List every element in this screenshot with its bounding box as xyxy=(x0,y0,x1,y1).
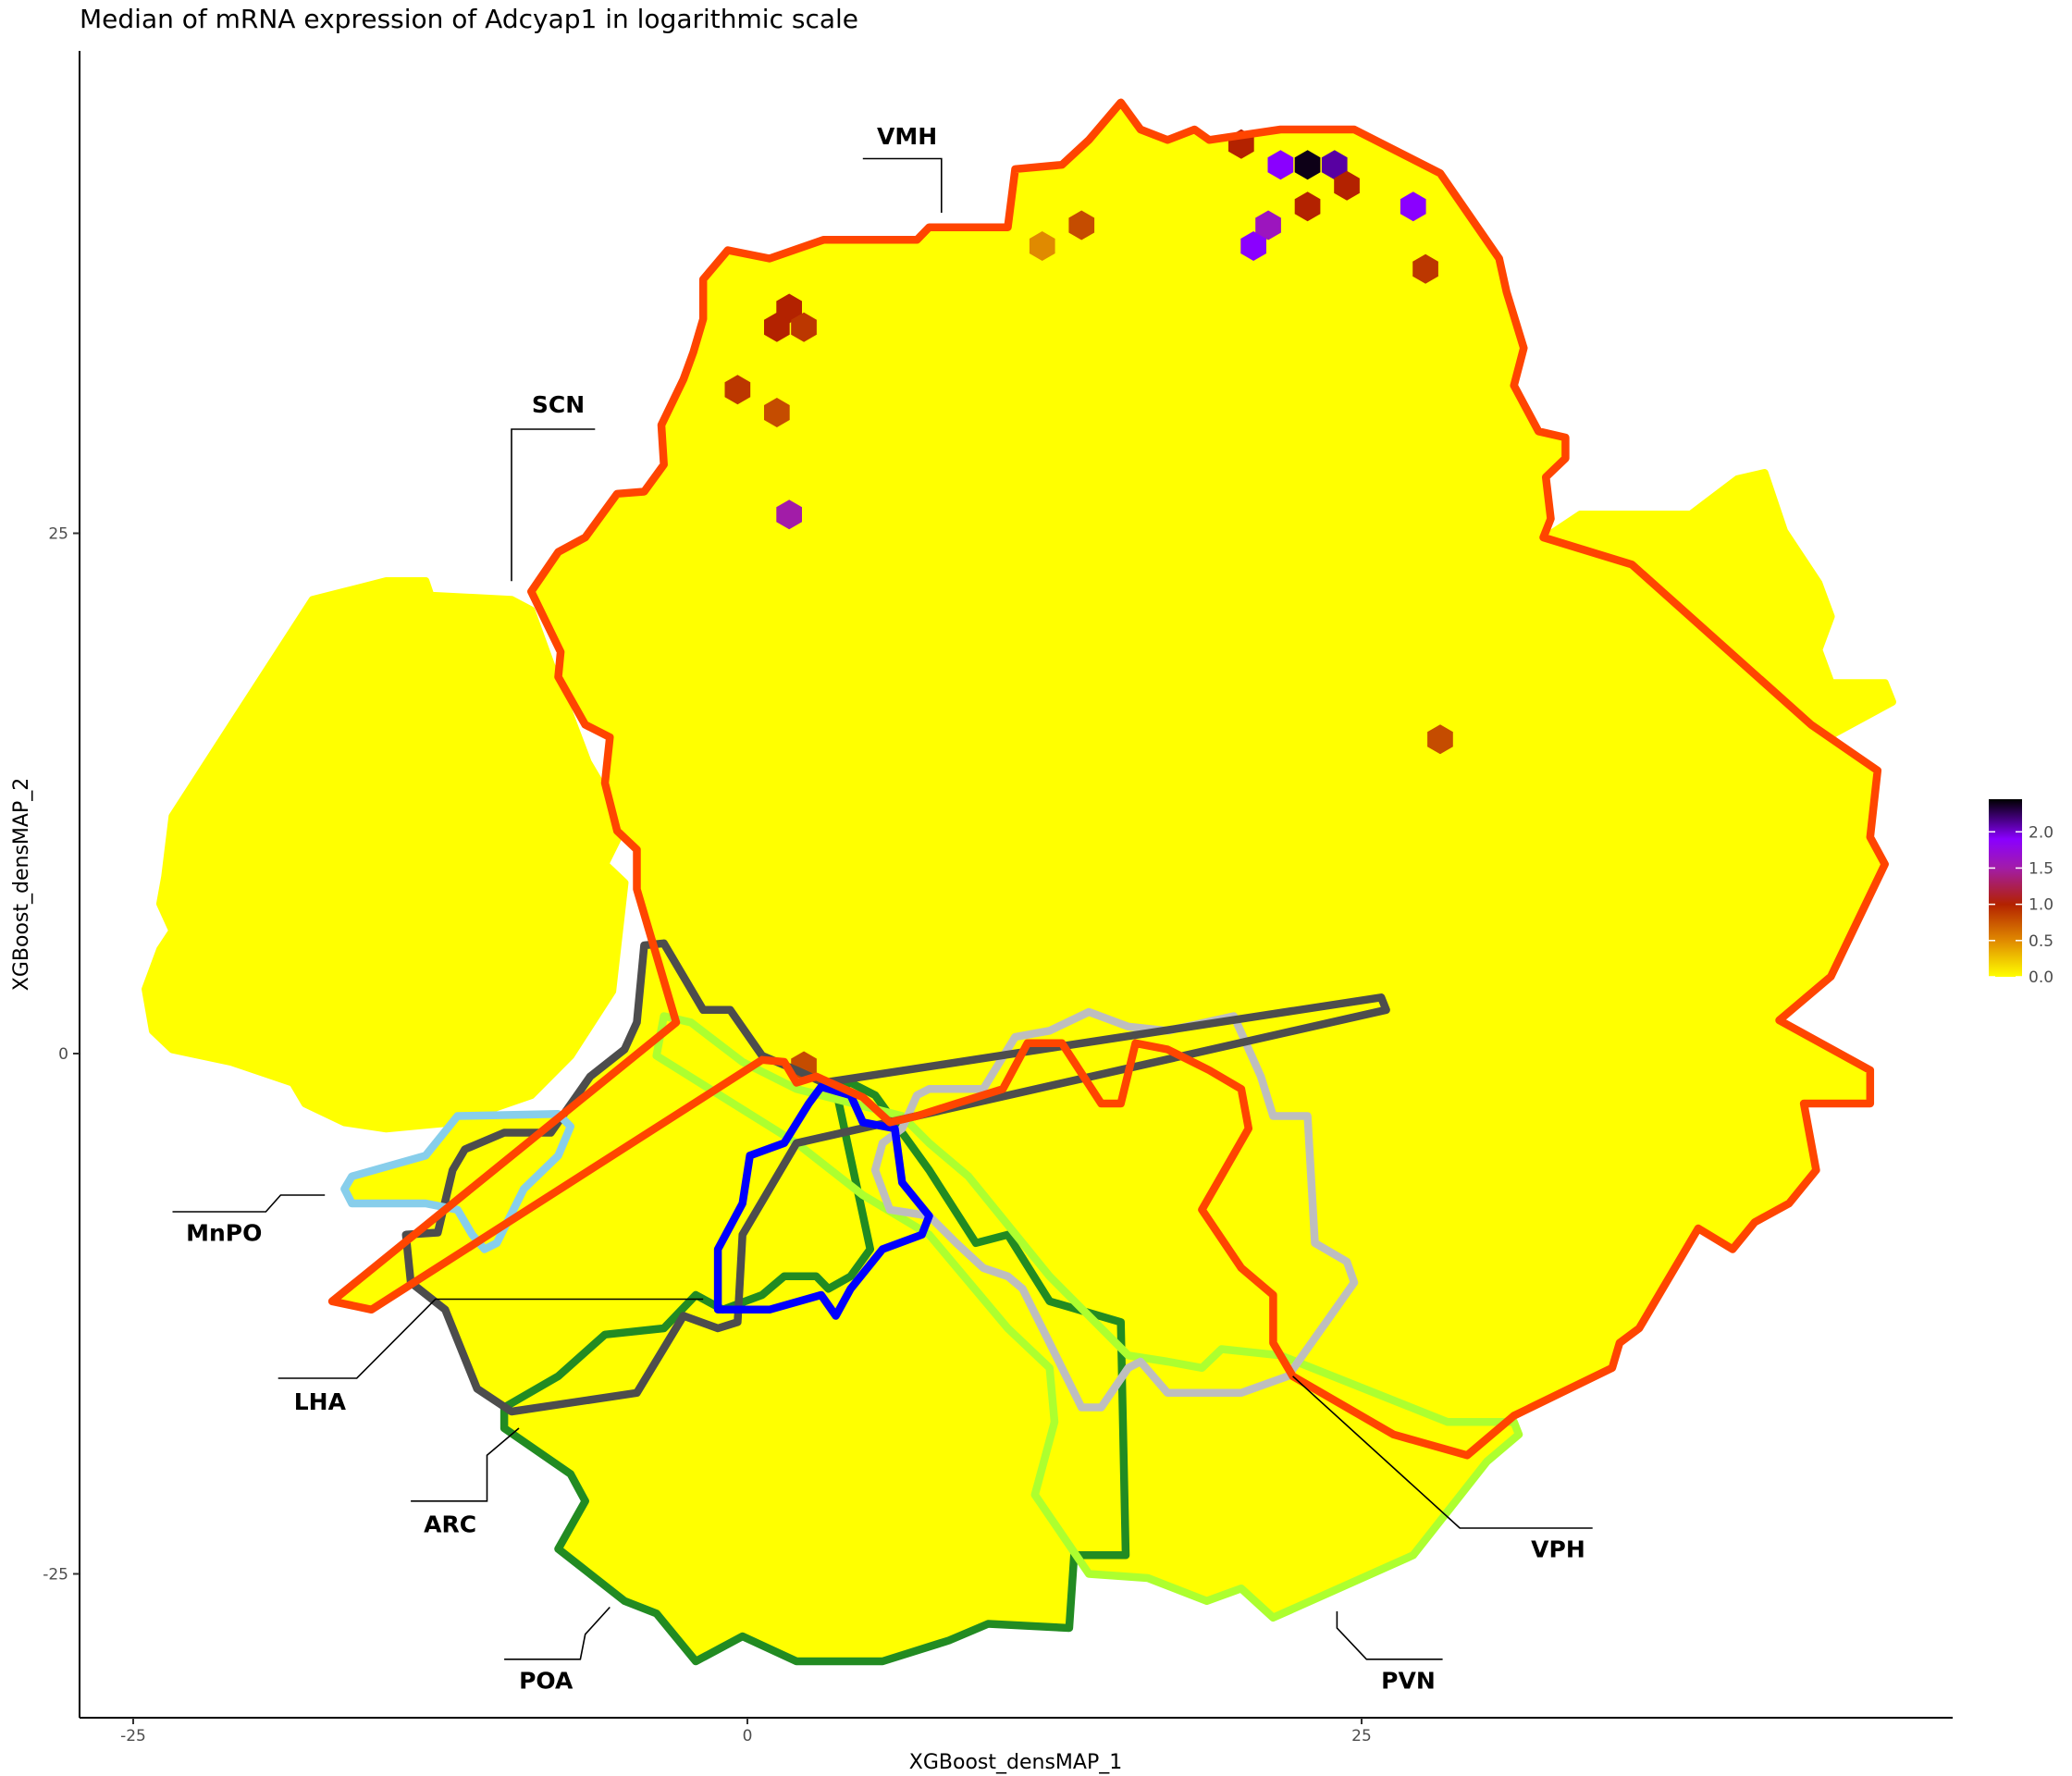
zero-area-poa xyxy=(504,1082,1126,1661)
y-tick-label: -25 xyxy=(43,1566,68,1585)
y-axis-title: XGBoost_densMAP_2 xyxy=(10,778,33,991)
hex-cell xyxy=(764,398,790,427)
chart-title: Median of mRNA expression of Adcyap1 in … xyxy=(80,4,859,34)
outline-arc xyxy=(713,1082,933,1320)
hex-cell xyxy=(1267,150,1294,180)
zero-area-vmh xyxy=(332,102,1885,1456)
region-label-mnpo: MnPO xyxy=(186,1220,262,1247)
colorbar-tick-label: 1.5 xyxy=(2029,859,2054,878)
hex-cell xyxy=(1068,210,1095,240)
region-label-scn: SCN xyxy=(532,391,585,418)
zero-area-vph xyxy=(875,1012,1354,1408)
hex-cell xyxy=(724,375,751,405)
hex-cell xyxy=(1334,170,1360,201)
x-axis-ticks: -25 0 25 xyxy=(120,1718,1372,1745)
outline-poa xyxy=(500,1079,1130,1666)
region-label-lha: LHA xyxy=(294,1388,347,1415)
x-tick-label: 25 xyxy=(1351,1727,1372,1745)
region-labels: VMH SCN MnPO LHA ARC POA PVN VPH xyxy=(172,123,1593,1694)
y-axis-ticks: -25 0 25 xyxy=(43,525,80,1585)
colorbar-tick-label: 1.0 xyxy=(2029,896,2054,915)
zero-expression-hex-area xyxy=(145,102,1893,1661)
hex-cell xyxy=(764,312,790,342)
colorbar-legend: 0.0 0.5 1.0 1.5 2.0 xyxy=(1989,799,2054,987)
colorbar-tick-label: 0.0 xyxy=(2029,968,2054,987)
colorbar-tick-label: 0.5 xyxy=(2029,932,2054,951)
hex-cell xyxy=(1400,191,1426,222)
y-tick-label: 25 xyxy=(48,525,68,544)
zero-area-scn xyxy=(145,581,625,1128)
hex-cell xyxy=(1294,191,1321,222)
region-label-arc: ARC xyxy=(424,1511,476,1538)
leader-line-arc xyxy=(411,1427,520,1502)
hex-cell xyxy=(791,312,817,342)
leader-line-vph xyxy=(1292,1375,1593,1529)
zero-area-scn xyxy=(1546,473,1893,820)
colorbar xyxy=(1989,799,2022,977)
outline-vph xyxy=(870,1007,1359,1412)
leader-line-mnpo xyxy=(172,1194,326,1213)
hex-cell xyxy=(1412,253,1438,284)
x-tick-label: -25 xyxy=(120,1727,146,1745)
leader-line-scn xyxy=(511,428,596,582)
x-axis-title: XGBoost_densMAP_1 xyxy=(909,1751,1122,1774)
region-label-poa: POA xyxy=(519,1667,574,1694)
region-label-vmh: VMH xyxy=(877,123,937,150)
colorbar-tick-label: 2.0 xyxy=(2029,823,2054,842)
region-outlines xyxy=(142,98,1896,1666)
zero-area-mnpo xyxy=(344,1114,571,1250)
region-label-pvn: PVN xyxy=(1381,1667,1436,1694)
hex-cell xyxy=(1029,231,1055,261)
leader-line-vmh xyxy=(862,157,943,213)
outline-scn xyxy=(1541,469,1896,825)
hex-cell xyxy=(776,500,802,530)
hex-cell xyxy=(1321,150,1348,180)
outline-mnpo xyxy=(340,1110,575,1253)
zero-area-arc xyxy=(718,1087,930,1316)
region-label-vph: VPH xyxy=(1531,1536,1585,1563)
leader-line-lha xyxy=(278,1298,704,1379)
expression-hexes xyxy=(724,129,1453,1081)
hex-cell xyxy=(1294,150,1321,180)
x-tick-label: 0 xyxy=(743,1727,753,1745)
outline-vmh xyxy=(327,98,1889,1460)
leader-line-pvn xyxy=(1336,1611,1443,1660)
hex-cell xyxy=(1240,231,1266,261)
hex-cell xyxy=(1427,724,1453,755)
y-tick-label: 0 xyxy=(58,1045,68,1064)
leader-line-poa xyxy=(504,1606,610,1660)
hex-cell xyxy=(1255,210,1281,240)
